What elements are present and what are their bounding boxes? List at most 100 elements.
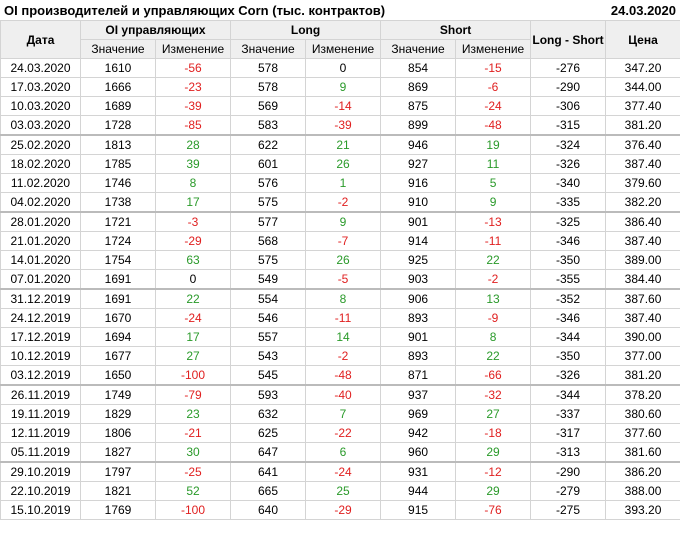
date-cell: 03.12.2019 [0,365,81,386]
value-cell: 17 [154,327,232,347]
value-cell: 944 [380,481,457,501]
value-cell: -24 [154,308,232,328]
value-cell: 6 [305,442,382,463]
date-cell: 18.02.2020 [0,154,81,174]
title: OI производителей и управляющих Corn (ты… [4,2,386,18]
value-cell: 29 [455,481,532,501]
value-cell: 393.20 [605,500,680,520]
value-cell: 914 [380,231,457,251]
value-cell: -5 [305,269,382,290]
value-cell: -355 [530,269,607,290]
value-cell: 937 [380,384,457,405]
value-cell: -325 [530,211,607,232]
value-cell: -85 [154,115,232,136]
value-cell: -306 [530,96,607,116]
title-bar: OI производителей и управляющих Corn (ты… [0,0,680,20]
value-cell: -24 [455,96,532,116]
value-cell: 389.00 [605,250,680,270]
value-cell: 854 [380,58,457,78]
value-cell: 1746 [80,173,156,193]
value-cell: 1610 [80,58,156,78]
value-cell: -350 [530,346,607,366]
value-cell: 665 [230,481,307,501]
group-header: Short [380,20,532,40]
value-cell: 8 [305,288,382,309]
date-cell: 17.12.2019 [0,327,81,347]
table-row: 14.01.2020 1754 63 575 26 925 22 -350 389.00 [0,250,680,270]
value-cell: 9 [305,77,382,97]
value-cell: 380.60 [605,404,680,424]
date-cell: 21.01.2020 [0,231,81,251]
value-cell: -21 [154,423,232,443]
value-cell: 583 [230,115,307,136]
table-row: 17.12.2019 1694 17 557 14 901 8 -344 390.00 [0,327,680,347]
value-cell: 52 [154,481,232,501]
table-row: 04.02.2020 1738 17 575 -2 910 9 -335 382.20 [0,192,680,213]
table-row: 03.03.2020 1728 -85 583 -39 899 -48 -315 381.20 [0,115,680,136]
value-cell: -326 [530,154,607,174]
value-cell: 578 [230,77,307,97]
table-row: 24.03.2020 1610 -56 578 0 854 -15 -276 347.20 [0,58,680,78]
value-cell: 593 [230,384,307,405]
value-cell: 377.60 [605,423,680,443]
value-cell: -346 [530,231,607,251]
value-cell: 578 [230,58,307,78]
value-cell: -324 [530,134,607,155]
value-cell: 387.40 [605,231,680,251]
value-cell: 22 [455,250,532,270]
value-cell: 1749 [80,384,156,405]
value-cell: 27 [154,346,232,366]
value-cell: 382.20 [605,192,680,213]
sub-header: Изменение [305,39,382,59]
value-cell: -2 [305,346,382,366]
value-cell: 387.40 [605,308,680,328]
value-cell: 575 [230,192,307,213]
value-cell: 1689 [80,96,156,116]
value-cell: 379.60 [605,173,680,193]
table-row: 25.02.2020 1813 28 622 21 946 19 -324 376.40 [0,134,680,155]
table-row: 29.10.2019 1797 -25 641 -24 931 -12 -290 386.20 [0,461,680,482]
date-cell: 22.10.2019 [0,481,81,501]
value-cell: -79 [154,384,232,405]
value-cell: 27 [455,404,532,424]
value-cell: -279 [530,481,607,501]
header-row: Значение Изменение Значение Изменение Значен… [1,39,680,59]
value-cell: 5 [455,173,532,193]
value-cell: 376.40 [605,134,680,155]
value-cell: 387.40 [605,154,680,174]
date-cell: 25.02.2020 [0,134,81,155]
value-cell: 39 [154,154,232,174]
table-row: 05.11.2019 1827 30 647 6 960 29 -313 381.60 [0,442,680,463]
value-cell: 625 [230,423,307,443]
value-cell: 1670 [80,308,156,328]
value-cell: -326 [530,365,607,386]
value-cell: -39 [305,115,382,136]
value-cell: 640 [230,500,307,520]
value-cell: -100 [154,500,232,520]
value-cell: 22 [455,346,532,366]
table-row: 11.02.2020 1746 8 576 1 916 5 -340 379.60 [0,173,680,193]
value-cell: 927 [380,154,457,174]
group-header: OI управляющих [79,20,232,40]
value-cell: 1785 [80,154,156,174]
date-cell: 10.03.2020 [0,96,81,116]
value-cell: -7 [305,231,382,251]
value-cell: -275 [530,500,607,520]
value-cell: 647 [230,442,307,463]
value-cell: 568 [230,231,307,251]
value-cell: 347.20 [605,58,680,78]
value-cell: -12 [455,461,532,482]
value-cell: 557 [230,327,307,347]
value-cell: 377.40 [605,96,680,116]
value-cell: 915 [380,500,457,520]
value-cell: 1754 [80,250,156,270]
table-row: 31.12.2019 1691 22 554 8 906 13 -352 387.60 [0,288,680,309]
value-cell: 916 [380,173,457,193]
value-cell: -6 [455,77,532,97]
value-cell: 1769 [80,500,156,520]
value-cell: 546 [230,308,307,328]
value-cell: 1650 [80,365,156,386]
date-cell: 19.11.2019 [0,404,81,424]
table-row: 19.11.2019 1829 23 632 7 969 27 -337 380.60 [0,404,680,424]
date-cell: 10.12.2019 [0,346,81,366]
